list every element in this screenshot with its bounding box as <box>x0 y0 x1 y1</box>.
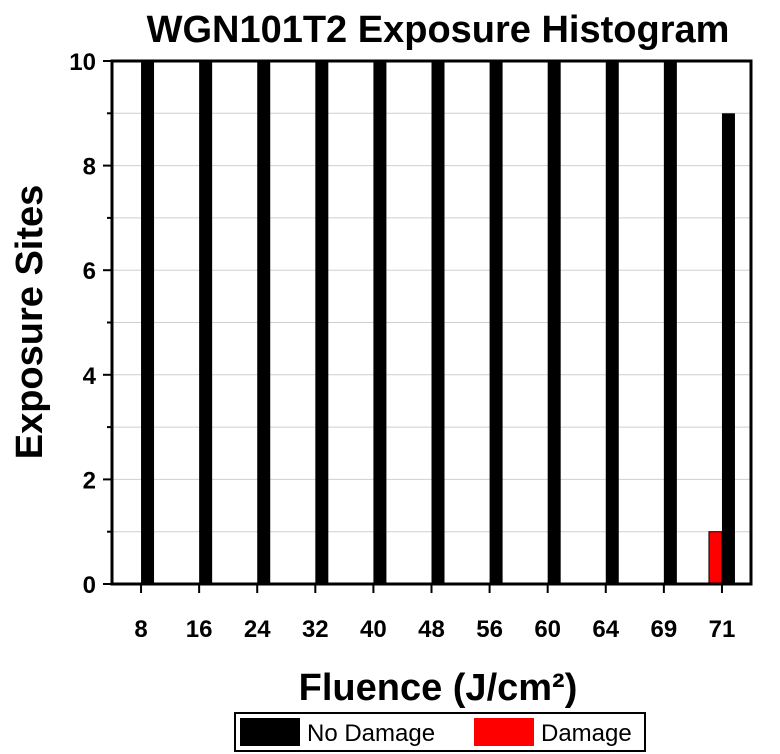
bar-damage <box>708 531 723 585</box>
legend-swatch-damage <box>474 718 534 746</box>
bar-no-damage <box>547 61 561 584</box>
y-tick-label: 0 <box>83 572 96 599</box>
y-tick-label: 4 <box>83 363 97 390</box>
x-tick-label: 32 <box>302 616 329 643</box>
y-axis-ticks: 0 2 4 6 8 10 <box>69 49 112 599</box>
legend: No Damage Damage <box>234 712 646 752</box>
x-tick-label: 69 <box>651 616 678 643</box>
legend-label-no-damage: No Damage <box>307 720 435 747</box>
x-tick-label: 8 <box>134 616 147 643</box>
bar-no-damage <box>431 61 445 584</box>
legend-frame <box>234 712 646 752</box>
x-tick-label: 56 <box>476 616 503 643</box>
x-tick-label: 40 <box>360 616 387 643</box>
y-tick-label: 8 <box>83 154 96 181</box>
x-tick-label: 24 <box>244 616 271 643</box>
bar-no-damage <box>199 61 213 584</box>
bar-no-damage <box>721 113 735 585</box>
legend-swatch-no-damage <box>240 718 300 746</box>
y-tick-label: 10 <box>69 49 96 76</box>
y-tick-label: 6 <box>83 258 96 285</box>
bar-no-damage <box>315 61 329 584</box>
bar-no-damage <box>141 61 155 584</box>
x-tick-label: 48 <box>418 616 445 643</box>
bar-no-damage <box>257 61 271 584</box>
x-axis-ticks: 8 16 24 32 40 48 56 60 64 69 71 <box>134 584 735 643</box>
bar-no-damage <box>489 61 503 584</box>
x-axis-label: Fluence (J/cm²) <box>299 667 578 709</box>
x-tick-label: 16 <box>186 616 213 643</box>
bar-no-damage <box>663 61 677 584</box>
x-tick-label: 64 <box>592 616 619 643</box>
y-tick-label: 2 <box>83 467 96 494</box>
legend-label-damage: Damage <box>541 720 632 747</box>
chart-title: WGN101T2 Exposure Histogram <box>147 9 730 51</box>
x-tick-label: 71 <box>709 616 736 643</box>
y-axis-label: Exposure Sites <box>9 185 51 460</box>
bar-no-damage <box>605 61 619 584</box>
x-tick-label: 60 <box>534 616 561 643</box>
bars <box>141 61 735 585</box>
bar-no-damage <box>373 61 387 584</box>
